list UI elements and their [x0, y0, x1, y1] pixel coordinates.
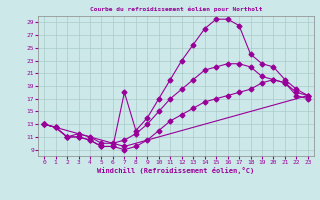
Text: Courbe du refroidissement éolien pour Northolt: Courbe du refroidissement éolien pour No…	[90, 6, 262, 11]
X-axis label: Windchill (Refroidissement éolien,°C): Windchill (Refroidissement éolien,°C)	[97, 167, 255, 174]
